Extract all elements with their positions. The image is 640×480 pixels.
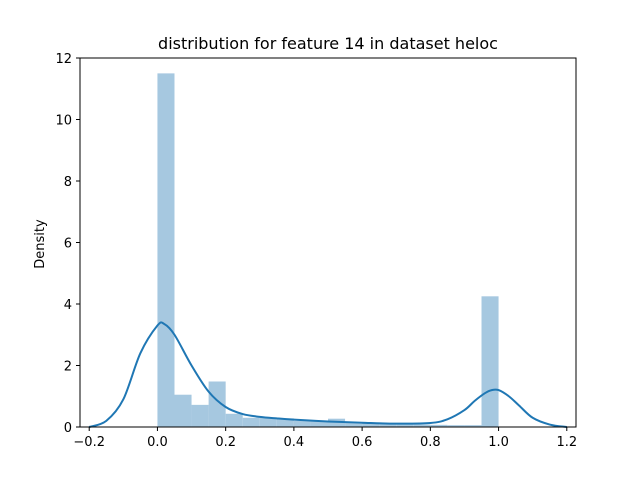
histogram-bar-5 <box>242 417 260 427</box>
x-tick-label: 0.2 <box>215 435 236 450</box>
x-ticks-layer: −0.2 0.0 0.2 0.4 0.6 0.8 1.0 1.2 <box>73 427 577 450</box>
histogram-bar-13 <box>379 423 397 427</box>
histogram-bar-15 <box>413 424 431 427</box>
x-tick-label: 1.2 <box>556 435 577 450</box>
histogram-bar-14 <box>396 423 414 427</box>
histogram-bar-19 <box>481 296 499 427</box>
chart-title: distribution for feature 14 in dataset h… <box>158 34 498 53</box>
y-ticks-layer: 0 2 4 6 8 10 12 <box>55 52 80 436</box>
histogram-bar-7 <box>276 418 294 427</box>
histogram-bar-0 <box>157 73 175 427</box>
x-tick-label: 0.6 <box>352 435 373 450</box>
histogram-bar-17 <box>447 425 465 427</box>
y-tick-label: 6 <box>64 237 72 252</box>
y-tick-label: 10 <box>55 114 72 129</box>
bars-layer <box>157 73 499 427</box>
histogram-bar-3 <box>208 381 226 427</box>
y-axis-label: Density <box>33 219 48 269</box>
x-tick-label: −0.2 <box>73 435 105 450</box>
kde-line <box>88 321 567 428</box>
histogram-bar-18 <box>464 425 482 427</box>
y-tick-label: 12 <box>55 52 72 67</box>
histogram-bar-12 <box>362 423 380 427</box>
histogram-bar-11 <box>345 422 363 427</box>
histogram-bar-9 <box>310 421 328 427</box>
y-tick-label: 4 <box>64 298 72 313</box>
histogram-bar-4 <box>225 413 243 427</box>
histogram-bar-6 <box>259 417 277 427</box>
x-tick-label: 1.0 <box>488 435 509 450</box>
histogram-bar-8 <box>293 420 311 427</box>
y-tick-label: 2 <box>64 360 72 375</box>
y-tick-label: 8 <box>64 175 72 190</box>
plot-frame <box>79 57 577 428</box>
y-tick-label: 0 <box>64 421 72 436</box>
histogram-bar-10 <box>328 418 346 427</box>
x-tick-label: 0.4 <box>284 435 305 450</box>
x-tick-label: 0.8 <box>420 435 441 450</box>
x-tick-label: 0.0 <box>147 435 168 450</box>
histogram-bar-1 <box>174 394 192 427</box>
histogram-bar-2 <box>191 404 209 427</box>
histogram-bar-16 <box>430 424 448 427</box>
